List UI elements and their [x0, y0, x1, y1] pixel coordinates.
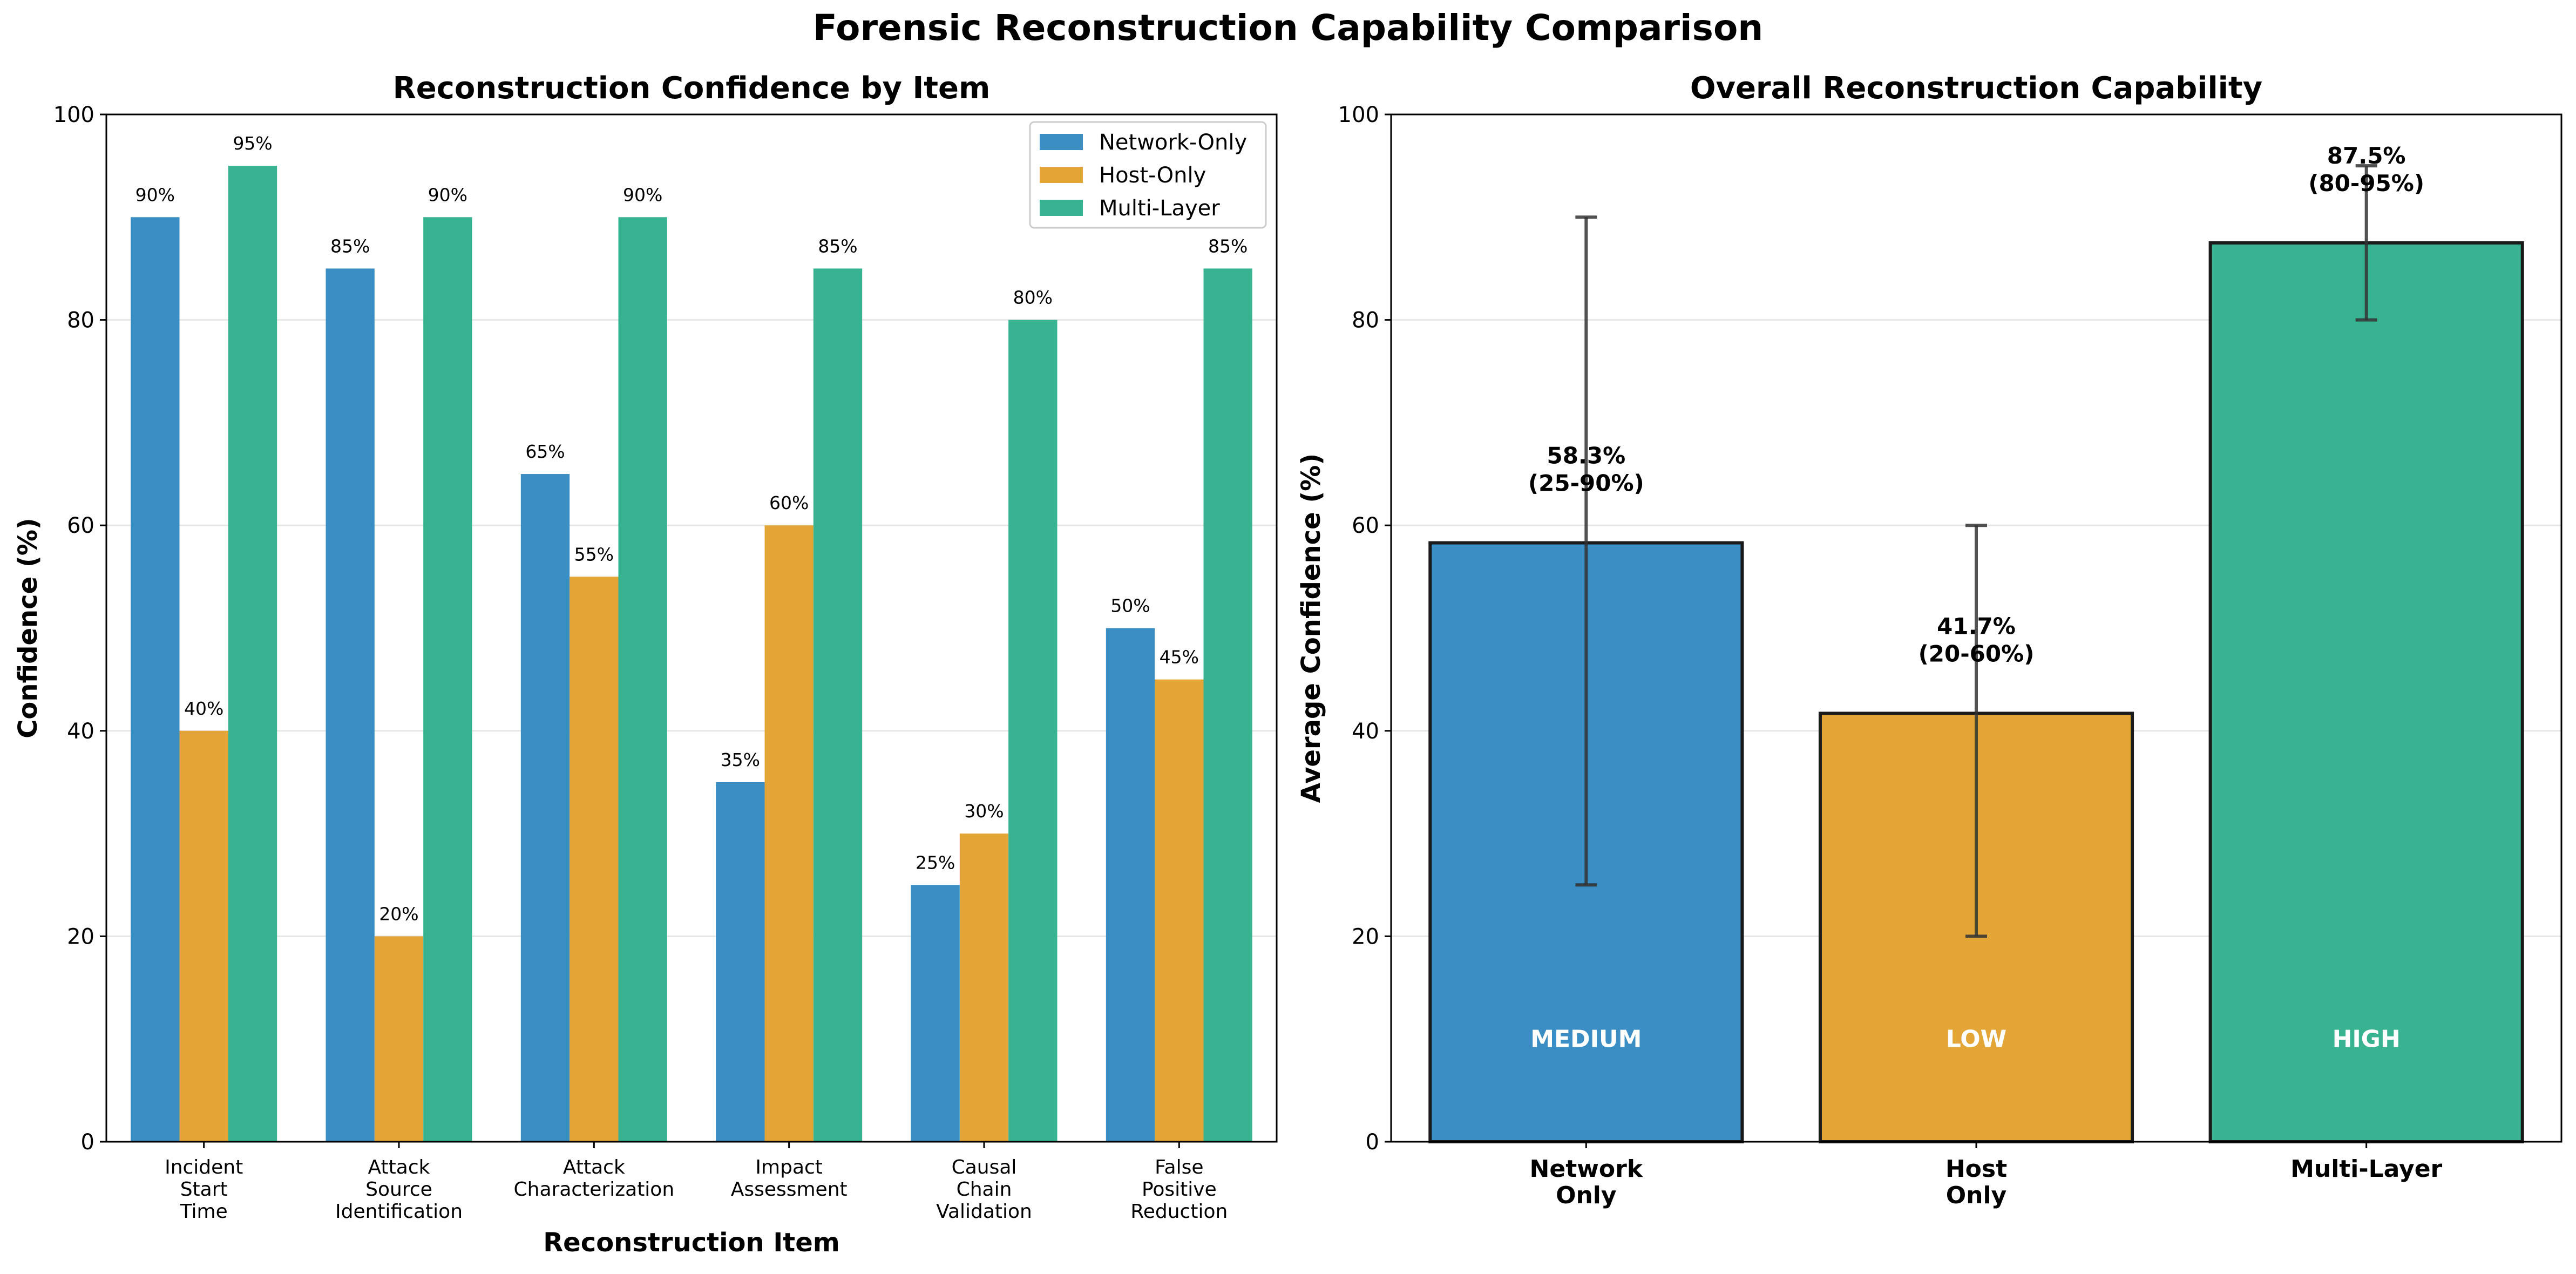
bar-network-only — [716, 782, 765, 1142]
bar-multi-layer — [1008, 320, 1057, 1142]
chart-title: Overall Reconstruction Capability — [1690, 71, 2262, 106]
plot-frame — [1390, 113, 2563, 1143]
x-tick-label: Attack Characterization — [514, 1156, 675, 1201]
bar-value-label: 90% — [623, 184, 662, 205]
y-tick-label: 60 — [1352, 513, 1379, 538]
legend-entry: Network-Only — [1099, 130, 1247, 155]
bar-network-only — [911, 885, 960, 1142]
y-axis-label: Average Confidence (%) — [1296, 453, 1326, 803]
bar-multi-layer — [423, 217, 472, 1142]
plot-frame — [105, 113, 1278, 1143]
bar-host-only — [374, 936, 424, 1142]
capability-level-label: LOW — [1946, 1026, 2006, 1053]
bar-value-label: 90% — [135, 184, 175, 205]
chart-overall-capability: 0 20 40 60 80 100 58.3% (25-90%) MEDIUM Network On… — [1296, 71, 2563, 1209]
bar-value-label: 85% — [330, 235, 370, 256]
chart-title: Reconstruction Confidence by Item — [393, 71, 991, 106]
bar-value-label: 80% — [1013, 287, 1053, 308]
bar-multi-layer — [813, 268, 863, 1142]
y-axis-label: Confidence (%) — [13, 518, 43, 738]
bar-host-only — [764, 525, 814, 1142]
bar-multi-layer — [1203, 268, 1252, 1142]
legend-swatch — [1040, 134, 1083, 150]
bar-network-only — [131, 217, 180, 1142]
bar-network-only — [520, 474, 570, 1142]
bar-value-label: 60% — [769, 492, 809, 513]
bar-value-label: 25% — [916, 852, 955, 873]
bar-value-label: 65% — [525, 441, 565, 462]
bar-value-label: 55% — [574, 544, 614, 565]
bar-value-label: 35% — [721, 749, 760, 770]
capability-level-label: HIGH — [2333, 1026, 2401, 1053]
x-tick-label: Causal Chain Validation — [936, 1156, 1032, 1223]
x-tick-label: Impact Assessment — [731, 1156, 848, 1201]
figure-title: Forensic Reconstruction Capability Compa… — [813, 7, 1764, 49]
bar-value-label: 45% — [1160, 647, 1199, 668]
y-tick-label: 40 — [67, 719, 94, 744]
y-tick-label: 100 — [1338, 103, 1379, 127]
x-tick-label: Incident Start Time — [165, 1156, 243, 1223]
bar-value-label: 20% — [379, 903, 418, 924]
bar-host-only — [179, 730, 228, 1142]
y-tick-label: 0 — [81, 1130, 94, 1155]
y-tick-label: 80 — [67, 308, 94, 333]
legend-swatch — [1040, 200, 1083, 216]
bar-value-label: 87.5% (80-95%) — [2308, 143, 2424, 196]
bar-host-only — [1155, 679, 1204, 1142]
x-tick-label: Multi-Layer — [2290, 1155, 2442, 1183]
bar-value-label: 90% — [428, 184, 467, 205]
chart-confidence-by-item: 0 20 40 60 80 100 90% 85% 65% 35% 25% 50% 40% 20% 55% 6… — [13, 71, 1278, 1258]
y-tick-label: 80 — [1352, 308, 1379, 333]
x-tick-label: Attack Source Identification — [335, 1156, 463, 1223]
y-tick-label: 20 — [67, 924, 94, 949]
bar-value-label: 40% — [184, 698, 223, 719]
y-tick-label: 20 — [1352, 924, 1379, 949]
y-tick-label: 60 — [67, 513, 94, 538]
x-axis-label: Reconstruction Item — [543, 1228, 840, 1258]
bar-host-only — [959, 833, 1009, 1142]
capability-level-label: MEDIUM — [1530, 1026, 1642, 1053]
legend-swatch — [1040, 167, 1083, 183]
y-tick-label: 40 — [1352, 719, 1379, 744]
legend-entry: Host-Only — [1099, 163, 1206, 188]
bar-value-label: 50% — [1110, 595, 1150, 616]
y-tick-label: 0 — [1366, 1130, 1379, 1155]
legend-frame — [1029, 121, 1267, 229]
bar-value-label: 95% — [233, 133, 272, 154]
bar-network-only — [1106, 628, 1155, 1142]
bar-value-label: 85% — [1208, 235, 1248, 256]
bar-value-label: 85% — [818, 235, 857, 256]
bar-value-label: 58.3% (25-90%) — [1528, 443, 1644, 497]
bar-network-only — [326, 268, 375, 1142]
x-tick-label: False Positive Reduction — [1130, 1156, 1228, 1223]
bar-value-label: 41.7% (20-60%) — [1919, 613, 2035, 667]
x-tick-label: Network Only — [1530, 1155, 1644, 1209]
y-tick-label: 100 — [53, 103, 94, 127]
bar-value-label: 30% — [964, 801, 1004, 822]
bar-multi-layer — [228, 166, 277, 1142]
legend: Network-Only Host-Only Multi-Layer — [1029, 121, 1267, 229]
capability-bar — [2208, 241, 2524, 1143]
x-tick-label: Host Only — [1945, 1155, 2007, 1209]
bar-multi-layer — [618, 217, 667, 1142]
bar-host-only — [570, 577, 619, 1142]
legend-entry: Multi-Layer — [1099, 196, 1220, 221]
